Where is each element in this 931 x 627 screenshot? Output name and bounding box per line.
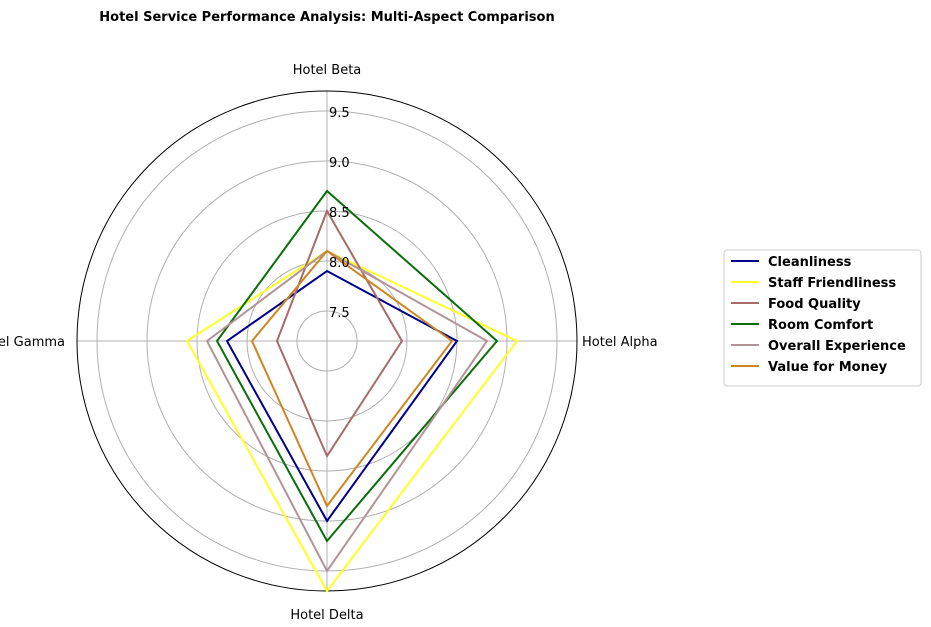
radar-labels: 7.5 8.0 8.5 9.0 9.5 Hotel Alpha Hotel Beta Hote… xyxy=(0,63,658,623)
radar-series xyxy=(185,189,519,593)
chart-title: Hotel Service Performance Analysis: Mult… xyxy=(99,10,554,25)
legend-label: Cleanliness xyxy=(768,255,852,270)
r-tick-label: 8.0 xyxy=(329,256,350,271)
legend-label: Room Comfort xyxy=(768,318,873,333)
series-line-overall-experience xyxy=(205,249,489,573)
legend: Cleanliness Staff Friendliness Food Qualit… xyxy=(723,249,922,387)
legend-box xyxy=(723,249,922,387)
r-tick-label: 9.0 xyxy=(329,156,350,171)
series-line-room-comfort xyxy=(215,189,499,543)
r-tick-label: 9.5 xyxy=(329,106,350,121)
series-line-staff-friendliness xyxy=(185,249,519,593)
legend-label: Value for Money xyxy=(768,360,888,375)
legend-label: Food Quality xyxy=(768,297,861,312)
legend-label: Overall Experience xyxy=(768,339,906,354)
series-line-food-quality xyxy=(275,208,404,459)
category-label-hotel-delta: Hotel Delta xyxy=(290,608,363,623)
r-tick-label: 7.5 xyxy=(329,306,350,321)
category-label-hotel-gamma: Hotel Gamma xyxy=(0,335,65,350)
r-tick-label: 8.5 xyxy=(329,206,350,221)
series-line-value-for-money xyxy=(250,249,454,508)
category-label-hotel-beta: Hotel Beta xyxy=(293,63,362,78)
category-label-hotel-alpha: Hotel Alpha xyxy=(582,335,658,350)
legend-label: Staff Friendliness xyxy=(768,276,896,291)
series-line-cleanliness xyxy=(225,269,459,523)
radar-grid xyxy=(76,90,578,592)
